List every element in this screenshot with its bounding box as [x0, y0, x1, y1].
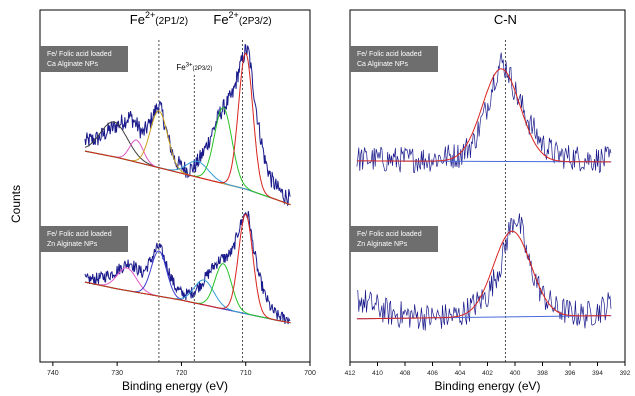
x-tick-label: 396	[565, 370, 576, 377]
sample-label-box	[40, 226, 128, 252]
x-tick-label: 410	[372, 370, 383, 377]
right-panel: 412 410 408 406 404 402 400 398 396 394 392 Binding…	[345, 9, 631, 393]
sample-label-text: Ca Alginate NPs	[47, 61, 98, 68]
x-tick-label: 720	[176, 370, 188, 377]
x-tick-label: 412	[345, 370, 356, 377]
reference-line-label: Fe3+(2P3/2)	[176, 62, 212, 72]
fit-component-line	[84, 52, 291, 206]
spectrum: Fe/ Folic acid loaded Ca Alginate NPs	[40, 44, 291, 206]
fit-component-line	[356, 68, 611, 163]
x-tick-label: 402	[482, 370, 493, 377]
x-tick-label: 398	[537, 370, 548, 377]
spectrum: Fe/ Folic acid loaded Ca Alginate NPs	[350, 46, 612, 174]
x-tick-label: 394	[592, 370, 603, 377]
x-tick-label: 710	[240, 370, 252, 377]
sample-label-text: Fe/ Folic acid loaded	[357, 51, 422, 58]
sample-label-box	[350, 226, 438, 252]
spectrum: Fe/ Folic acid loaded Zn Alginate NPs	[40, 211, 291, 325]
x-tick-label: 700	[304, 370, 316, 377]
sample-label-text: Zn Alginate NPs	[357, 241, 408, 248]
sample-label-text: Fe/ Folic acid loaded	[47, 51, 112, 58]
x-tick-label: 730	[111, 370, 123, 377]
x-axis-label: Binding energy (eV)	[122, 379, 228, 393]
raw-spectrum-line	[84, 211, 291, 325]
sample-label-text: Ca Alginate NPs	[357, 61, 408, 68]
reference-line-label: Fe2+(2P1/2)	[130, 10, 188, 27]
x-axis-label: Binding energy (eV)	[434, 379, 540, 393]
raw-spectrum-line	[356, 213, 612, 331]
fit-component-line	[84, 107, 291, 206]
reference-line-label: C-N	[494, 12, 517, 27]
x-tick-label: 740	[47, 370, 59, 377]
fit-component-line	[84, 250, 291, 324]
sample-label-box	[40, 46, 128, 72]
left-panel: 740 730 720 710 700 Binding energy (eV) Counts…	[9, 9, 316, 393]
sample-label-box	[350, 46, 438, 72]
sample-label-text: Fe/ Folic acid loaded	[47, 231, 112, 238]
sample-label-text: Zn Alginate NPs	[47, 241, 98, 248]
x-tick-label: 406	[427, 370, 438, 377]
y-axis-label: Counts	[9, 185, 23, 223]
x-tick-label: 404	[455, 370, 466, 377]
fit-component-line	[84, 213, 291, 324]
raw-spectrum-line	[356, 52, 612, 174]
reference-line-label: Fe2+(2P3/2)	[213, 10, 271, 27]
sample-label-text: Fe/ Folic acid loaded	[357, 231, 422, 238]
plot-frame	[39, 9, 311, 363]
fit-component-line	[356, 230, 611, 320]
x-tick-label: 400	[510, 370, 521, 377]
x-tick-label: 408	[400, 370, 411, 377]
x-tick-label: 392	[620, 370, 631, 377]
spectrum: Fe/ Folic acid loaded Zn Alginate NPs	[350, 213, 612, 331]
